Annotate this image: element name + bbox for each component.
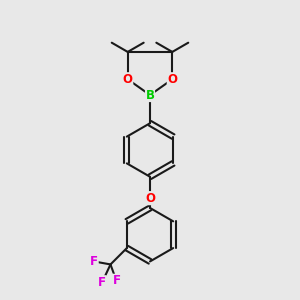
Text: O: O bbox=[123, 73, 133, 86]
Text: F: F bbox=[112, 274, 120, 287]
Text: F: F bbox=[90, 255, 98, 268]
Text: F: F bbox=[98, 276, 106, 289]
Text: O: O bbox=[145, 192, 155, 205]
Text: B: B bbox=[146, 88, 154, 101]
Text: O: O bbox=[167, 73, 177, 86]
